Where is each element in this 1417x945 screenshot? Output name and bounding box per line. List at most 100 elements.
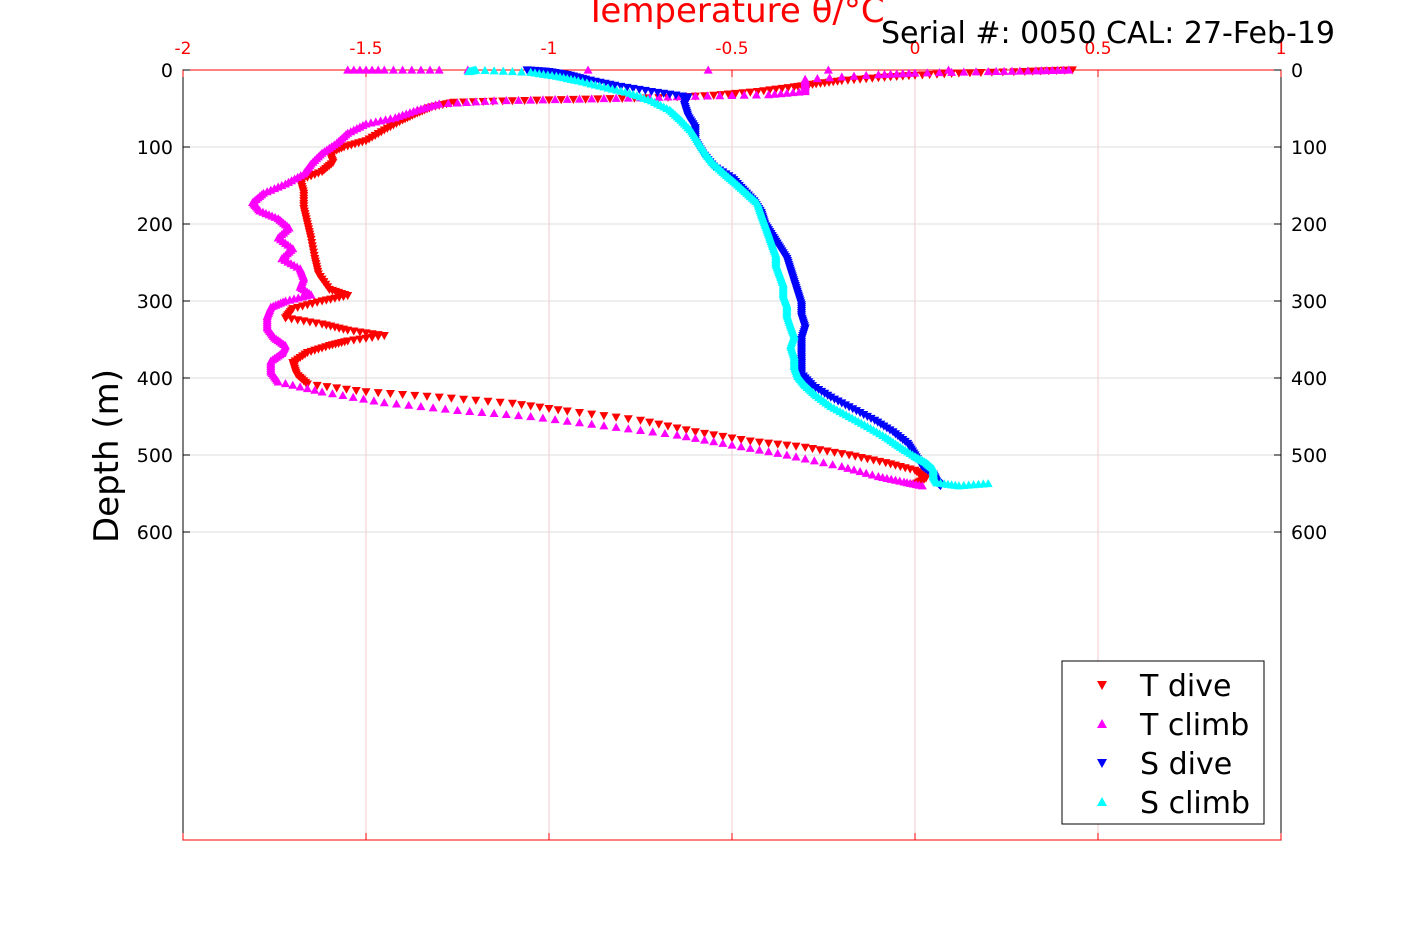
data-point	[690, 91, 700, 100]
legend-label: S dive	[1140, 747, 1232, 782]
data-point	[361, 388, 371, 397]
data-point	[1023, 66, 1033, 75]
data-point	[765, 86, 775, 95]
legend-marker	[1097, 759, 1107, 768]
data-point	[654, 92, 664, 101]
data-point	[837, 450, 847, 459]
data-point	[404, 400, 414, 409]
data-point	[759, 87, 769, 96]
data-point	[373, 65, 383, 74]
data-point	[587, 94, 597, 103]
data-point	[341, 385, 351, 394]
data-point	[351, 386, 361, 396]
data-point	[681, 426, 691, 435]
data-point	[302, 384, 312, 393]
data-point	[348, 392, 358, 401]
data-point	[690, 433, 700, 442]
y-tick-label-left: 300	[137, 291, 173, 313]
data-point	[709, 437, 719, 446]
data-point	[575, 409, 584, 418]
data-point	[599, 412, 609, 421]
data-marks	[248, 65, 1077, 491]
data-point	[791, 442, 801, 451]
data-point	[709, 431, 719, 440]
data-point	[892, 69, 902, 78]
data-point	[288, 380, 298, 389]
data-point	[422, 392, 432, 401]
data-point	[623, 424, 633, 433]
data-point	[514, 95, 523, 104]
data-point	[739, 90, 749, 99]
data-point	[379, 65, 389, 74]
data-point	[410, 391, 420, 400]
data-point	[999, 66, 1009, 75]
data-point	[898, 69, 908, 78]
data-point	[808, 444, 818, 454]
data-point	[800, 454, 810, 463]
data-point	[575, 418, 584, 427]
data-point	[498, 66, 508, 75]
data-point	[562, 407, 572, 416]
data-point	[723, 90, 733, 99]
data-point	[663, 92, 673, 101]
data-point	[489, 96, 499, 105]
chart-title: Temperature θ/°C	[584, 0, 884, 31]
data-point	[312, 381, 322, 390]
data-point	[855, 75, 865, 84]
data-point	[971, 67, 981, 76]
data-point	[886, 69, 896, 78]
data-point	[501, 409, 511, 419]
data-point	[398, 65, 408, 74]
legend-marker	[1097, 797, 1107, 806]
data-point	[965, 69, 975, 78]
data-point	[369, 396, 379, 405]
data-point	[731, 89, 741, 98]
data-point	[910, 68, 920, 77]
data-point	[550, 415, 560, 424]
data-point	[764, 439, 774, 448]
data-point	[815, 446, 825, 455]
data-point	[553, 406, 563, 415]
data-point	[663, 422, 673, 431]
data-point	[373, 389, 383, 398]
data-point	[379, 398, 389, 407]
data-point	[434, 99, 444, 108]
x-tick-label: -1	[541, 39, 558, 59]
legend-label: S climb	[1140, 786, 1250, 821]
data-point	[611, 422, 621, 431]
data-point	[754, 445, 764, 454]
data-point	[1064, 65, 1074, 74]
data-point	[517, 401, 527, 410]
x-tick-label: 0	[910, 39, 921, 59]
series-t-climb	[248, 65, 1074, 490]
data-point	[745, 443, 755, 452]
data-point	[700, 429, 710, 438]
y-tick-label-right: 100	[1291, 137, 1327, 159]
series-s-climb	[463, 65, 993, 490]
data-point	[645, 418, 655, 427]
data-point	[623, 415, 633, 424]
data-point	[819, 458, 828, 467]
data-point	[605, 95, 615, 104]
data-point	[480, 65, 490, 74]
data-point	[434, 65, 444, 74]
data-point	[526, 402, 536, 411]
data-point	[407, 65, 417, 74]
data-point	[477, 407, 487, 416]
data-point	[359, 394, 369, 403]
legend-marker	[1097, 681, 1107, 690]
data-point	[465, 406, 475, 415]
data-point	[703, 65, 713, 74]
data-point	[789, 83, 799, 92]
data-point	[583, 65, 593, 74]
data-point	[310, 385, 320, 394]
data-point	[434, 393, 444, 402]
data-point	[681, 432, 691, 441]
data-point	[611, 93, 621, 102]
data-point	[777, 84, 787, 93]
data-point	[764, 447, 774, 456]
y-tick-label-right: 600	[1291, 522, 1327, 544]
data-point	[745, 437, 755, 446]
data-point	[338, 390, 348, 400]
data-point	[782, 450, 792, 459]
